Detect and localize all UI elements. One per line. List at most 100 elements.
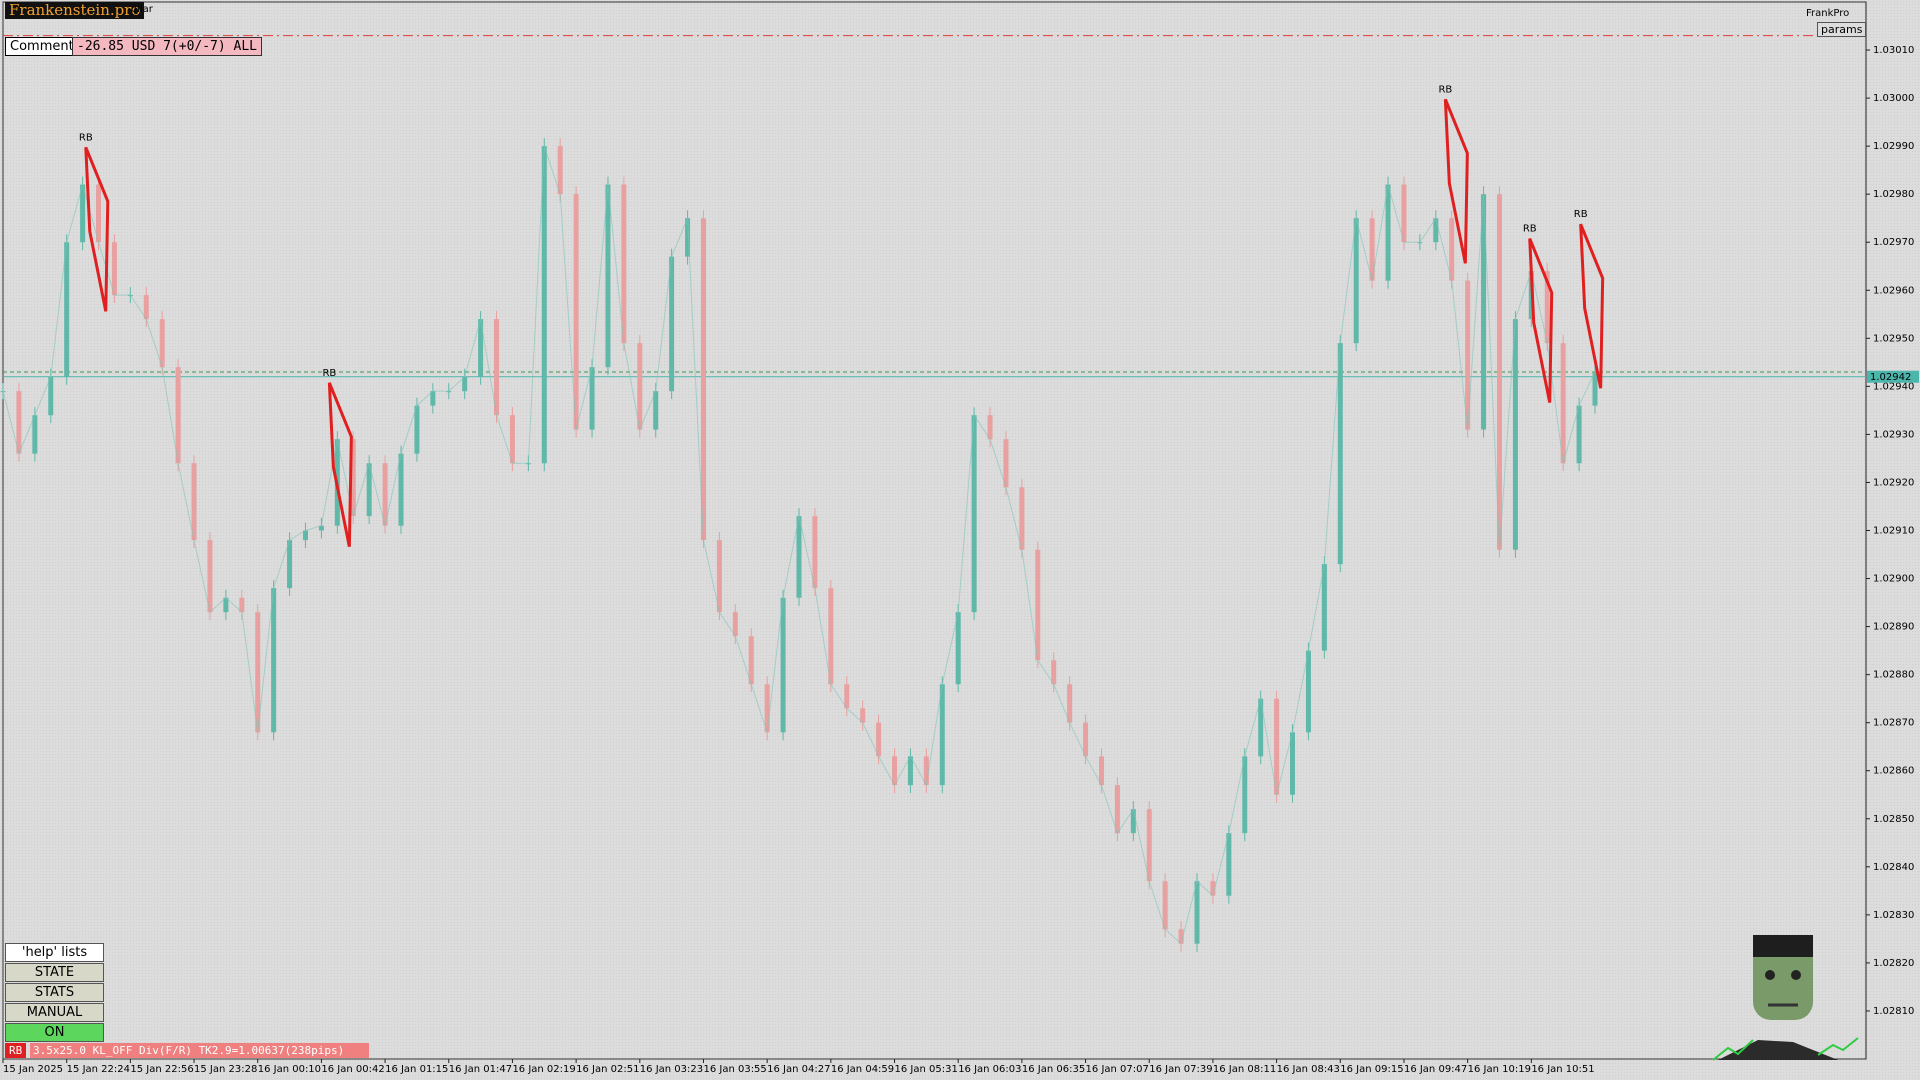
stats-button[interactable]: STATS (5, 983, 104, 1002)
candle (1274, 698, 1280, 795)
candle (1465, 280, 1471, 430)
candle (350, 439, 356, 517)
x-tick-label: 16 Jan 02:19 (512, 1064, 575, 1075)
candle (955, 612, 961, 685)
rb-label: RB (1574, 209, 1588, 220)
candle (80, 184, 86, 243)
x-tick-label: 15 Jan 22:56 (130, 1064, 193, 1075)
candle (971, 415, 977, 613)
candle (366, 463, 372, 517)
candle (621, 184, 627, 344)
candle (828, 588, 834, 685)
candle (1178, 929, 1184, 944)
candle (111, 242, 117, 296)
y-tick-label: 1.02810 (1873, 1006, 1914, 1017)
state-button[interactable]: STATE (5, 963, 104, 982)
x-tick-label: 16 Jan 00:42 (321, 1064, 384, 1075)
candle (987, 415, 993, 440)
candle (96, 184, 102, 243)
symbol-label: ollar (131, 4, 153, 15)
manual-button[interactable]: MANUAL (5, 1003, 104, 1022)
x-tick-label: 16 Jan 09:15 (1340, 1064, 1403, 1075)
y-tick-label: 1.02970 (1873, 237, 1914, 248)
y-tick-label: 1.02890 (1873, 622, 1914, 633)
candle (223, 597, 229, 613)
x-tick-label: 16 Jan 08:43 (1277, 1064, 1340, 1075)
x-tick-label: 16 Jan 10:51 (1531, 1064, 1594, 1075)
x-tick-label: 16 Jan 10:19 (1468, 1064, 1531, 1075)
candle (318, 525, 324, 531)
x-tick-label: 16 Jan 08:11 (1213, 1064, 1276, 1075)
candle (16, 391, 22, 454)
candle (844, 684, 850, 709)
candle (255, 612, 261, 733)
candle (1035, 549, 1041, 661)
rb-label: RB (1523, 224, 1537, 235)
candle (876, 722, 882, 757)
comment-label: Comment (5, 37, 79, 56)
y-tick-label: 1.03010 (1873, 45, 1914, 56)
candle (175, 367, 181, 464)
candle (1258, 698, 1264, 757)
y-tick-label: 1.02930 (1873, 429, 1914, 440)
y-tick-label: 1.02940 (1873, 381, 1914, 392)
candle (1496, 194, 1502, 550)
candle (1369, 218, 1375, 281)
params-button[interactable]: params (1817, 22, 1867, 37)
status-tag: RB (5, 1043, 27, 1058)
candle (302, 530, 308, 541)
candle (860, 708, 866, 723)
y-tick-label: 1.02980 (1873, 189, 1914, 200)
candle (509, 415, 515, 464)
candle (64, 242, 70, 377)
on-button[interactable]: ON (5, 1023, 104, 1042)
candle (716, 540, 722, 613)
x-tick-label: 16 Jan 02:51 (576, 1064, 639, 1075)
candle (1401, 184, 1407, 243)
candle (907, 756, 913, 786)
candle (462, 376, 468, 392)
candle (1210, 881, 1216, 896)
rb-label: RB (79, 132, 93, 143)
x-tick-label: 16 Jan 04:27 (767, 1064, 830, 1075)
y-tick-label: 1.02830 (1873, 910, 1914, 921)
price-tag-label: 1.02942 (1870, 372, 1911, 383)
rb-pattern (1579, 223, 1605, 389)
candle (1146, 809, 1152, 882)
candle (637, 343, 643, 430)
candle (1083, 722, 1089, 757)
x-tick-label: 16 Jan 00:10 (258, 1064, 321, 1075)
candle (764, 684, 770, 733)
candle (1067, 684, 1073, 723)
candle (669, 256, 675, 392)
rb-pattern (327, 382, 353, 548)
y-tick-label: 1.03000 (1873, 93, 1914, 104)
candle (1051, 660, 1057, 685)
x-tick-label: 15 Jan 22:24 (67, 1064, 130, 1075)
candle (382, 463, 388, 526)
rb-pattern (1443, 98, 1469, 264)
candle (478, 319, 484, 377)
rb-label: RB (322, 368, 336, 379)
candle (239, 597, 245, 613)
help-button[interactable]: 'help' lists cmds (5, 943, 104, 977)
candle (143, 295, 149, 320)
x-tick-label: 16 Jan 03:55 (703, 1064, 766, 1075)
candle (939, 684, 945, 786)
candle (685, 218, 691, 257)
x-tick-label: 16 Jan 01:15 (385, 1064, 448, 1075)
x-tick-label: 15 Jan 23:28 (194, 1064, 257, 1075)
y-tick-label: 1.02990 (1873, 141, 1914, 152)
candle (1305, 650, 1311, 733)
candle (207, 540, 213, 613)
candle (589, 367, 595, 430)
candle (1449, 218, 1455, 281)
candle (1242, 756, 1248, 834)
price-tag (1867, 370, 1919, 383)
monster-icon (1712, 935, 1859, 1061)
x-tick-label: 16 Jan 07:07 (1086, 1064, 1149, 1075)
status-text: 3.5x25.0 KL_OFF Div(F/R) TK2.9=1.00637(2… (30, 1043, 369, 1058)
candle (191, 463, 197, 541)
candle (573, 194, 579, 430)
